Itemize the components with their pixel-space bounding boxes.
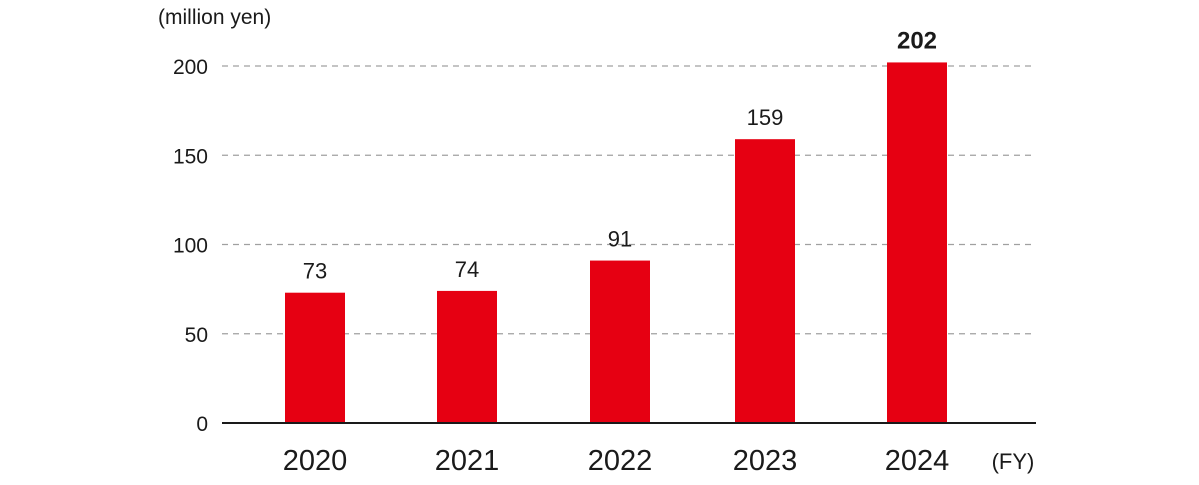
x-tick-label: 2020 bbox=[283, 445, 348, 477]
data-label: 73 bbox=[303, 259, 327, 284]
bar bbox=[285, 292, 345, 423]
bar bbox=[735, 139, 795, 423]
data-label: 74 bbox=[455, 257, 479, 282]
x-axis-unit-label: (FY) bbox=[992, 449, 1035, 474]
data-label: 159 bbox=[747, 105, 784, 130]
y-tick-label: 200 bbox=[173, 56, 208, 79]
bar bbox=[437, 290, 497, 423]
bars bbox=[285, 62, 947, 424]
data-label: 202 bbox=[897, 27, 937, 54]
y-tick-label: 0 bbox=[196, 413, 208, 436]
y-tick-label: 50 bbox=[185, 324, 208, 347]
x-tick-label: 2021 bbox=[435, 445, 500, 477]
bar bbox=[590, 260, 650, 423]
bar bbox=[887, 62, 947, 424]
data-label: 91 bbox=[608, 227, 632, 252]
x-axis-tick-labels: 2020 2021 2022 2023 2024 bbox=[283, 445, 950, 477]
y-tick-label: 150 bbox=[173, 145, 208, 168]
data-labels: 73 74 91 159 202 bbox=[303, 27, 937, 283]
x-tick-label: 2022 bbox=[588, 445, 653, 477]
y-axis-tick-labels: 0 50 100 150 200 bbox=[173, 56, 208, 436]
y-tick-label: 100 bbox=[173, 235, 208, 258]
x-tick-label: 2024 bbox=[885, 445, 950, 477]
x-tick-label: 2023 bbox=[733, 445, 798, 477]
y-axis-unit-label: (million yen) bbox=[158, 6, 271, 29]
